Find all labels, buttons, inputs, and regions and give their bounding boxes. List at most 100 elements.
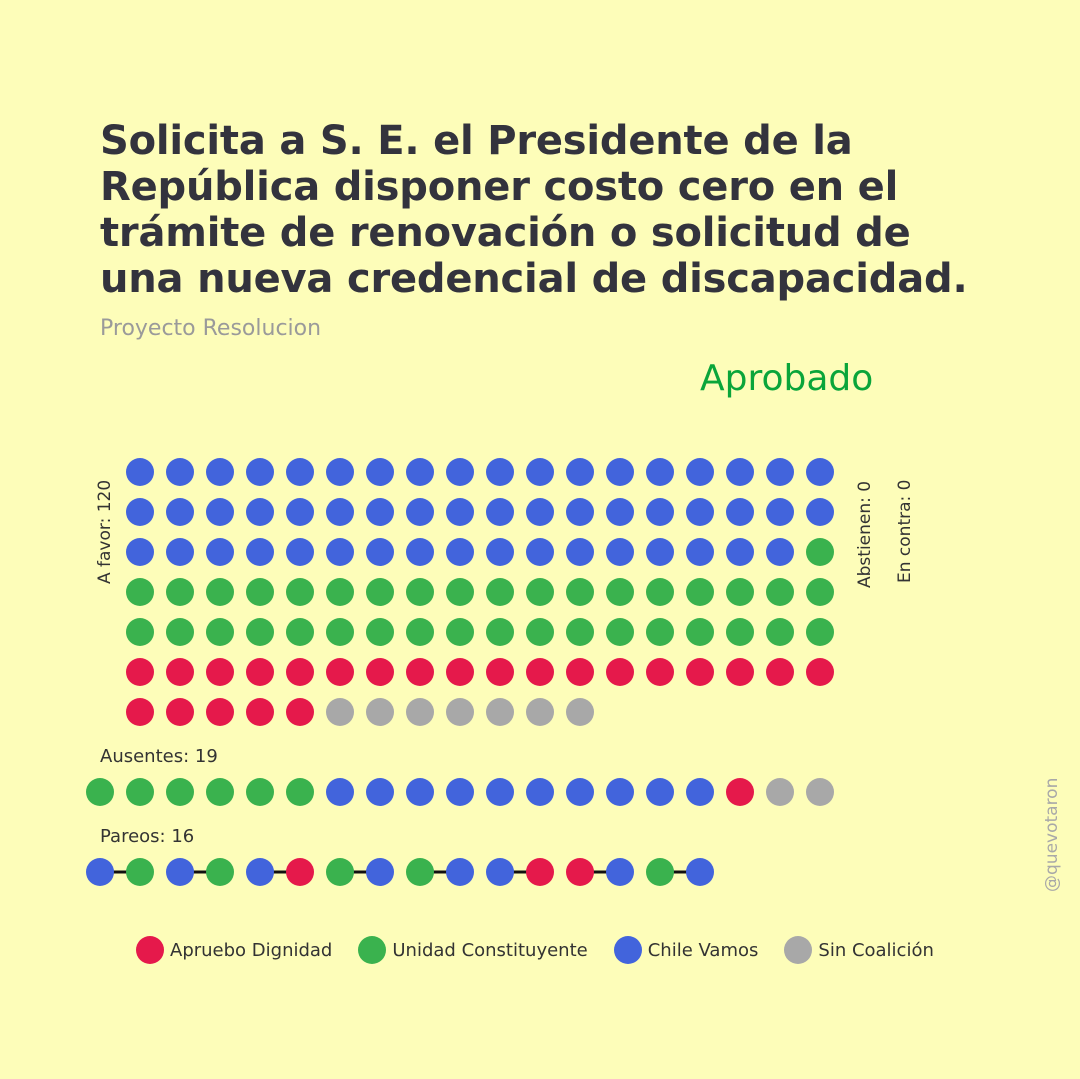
- pareos-dot-chile-vamos: [366, 858, 394, 886]
- pareos-dot-chile-vamos: [166, 858, 194, 886]
- a-favor-dot-apruebo-dignidad: [286, 658, 314, 686]
- a-favor-dot-chile-vamos: [406, 498, 434, 526]
- pareos-dot-chile-vamos: [486, 858, 514, 886]
- a-favor-dot-unidad-constituyente: [806, 578, 834, 606]
- a-favor-dot-chile-vamos: [606, 538, 634, 566]
- a-favor-dot-unidad-constituyente: [126, 578, 154, 606]
- a-favor-dot-chile-vamos: [606, 458, 634, 486]
- a-favor-dot-sin-coalicion: [406, 698, 434, 726]
- a-favor-dot-apruebo-dignidad: [566, 658, 594, 686]
- pareos-dot-unidad-constituyente: [646, 858, 674, 886]
- a-favor-dot-chile-vamos: [446, 458, 474, 486]
- a-favor-dot-apruebo-dignidad: [126, 698, 154, 726]
- a-favor-dot-chile-vamos: [246, 458, 274, 486]
- a-favor-dot-chile-vamos: [126, 498, 154, 526]
- legend-label: Chile Vamos: [647, 939, 759, 961]
- a-favor-dot-apruebo-dignidad: [406, 658, 434, 686]
- a-favor-dot-apruebo-dignidad: [726, 658, 754, 686]
- pareos-dot-apruebo-dignidad: [286, 858, 314, 886]
- a-favor-dot-chile-vamos: [406, 538, 434, 566]
- a-favor-dot-chile-vamos: [446, 538, 474, 566]
- legend-label: Unidad Constituyente: [392, 939, 588, 961]
- a-favor-dot-chile-vamos: [126, 538, 154, 566]
- a-favor-dot-unidad-constituyente: [366, 618, 394, 646]
- a-favor-dot-unidad-constituyente: [566, 618, 594, 646]
- a-favor-dot-chile-vamos: [766, 498, 794, 526]
- a-favor-dot-chile-vamos: [726, 538, 754, 566]
- a-favor-dot-apruebo-dignidad: [646, 658, 674, 686]
- legend-dot-icon: [136, 936, 164, 964]
- ausentes-dot-unidad-constituyente: [86, 778, 114, 806]
- a-favor-dot-chile-vamos: [366, 498, 394, 526]
- a-favor-dot-apruebo-dignidad: [166, 658, 194, 686]
- a-favor-dot-chile-vamos: [566, 458, 594, 486]
- ausentes-dot-unidad-constituyente: [246, 778, 274, 806]
- a-favor-dot-apruebo-dignidad: [366, 658, 394, 686]
- pareos-dot-apruebo-dignidad: [526, 858, 554, 886]
- a-favor-dot-unidad-constituyente: [206, 578, 234, 606]
- a-favor-dot-chile-vamos: [646, 498, 674, 526]
- pareos-dot-chile-vamos: [606, 858, 634, 886]
- a-favor-dot-unidad-constituyente: [486, 618, 514, 646]
- a-favor-dot-chile-vamos: [286, 538, 314, 566]
- pareos-dot-chile-vamos: [686, 858, 714, 886]
- ausentes-label: Ausentes: 19: [100, 746, 218, 767]
- a-favor-dot-unidad-constituyente: [526, 618, 554, 646]
- a-favor-dot-chile-vamos: [366, 458, 394, 486]
- legend-item-chile-vamos: Chile Vamos: [613, 936, 759, 964]
- a-favor-dot-chile-vamos: [206, 538, 234, 566]
- a-favor-dot-unidad-constituyente: [526, 578, 554, 606]
- chart-subtitle: Proyecto Resolucion: [100, 316, 322, 341]
- a-favor-dot-chile-vamos: [766, 458, 794, 486]
- legend-item-unidad-constituyente: Unidad Constituyente: [358, 936, 588, 964]
- a-favor-dot-chile-vamos: [286, 498, 314, 526]
- pareos-dot-chile-vamos: [446, 858, 474, 886]
- a-favor-dot-apruebo-dignidad: [486, 658, 514, 686]
- a-favor-dot-chile-vamos: [326, 498, 354, 526]
- legend-dot-icon: [784, 936, 813, 964]
- a-favor-dot-chile-vamos: [766, 538, 794, 566]
- a-favor-dot-unidad-constituyente: [646, 618, 674, 646]
- ausentes-dot-chile-vamos: [486, 778, 514, 806]
- a-favor-dot-unidad-constituyente: [806, 618, 834, 646]
- legend-dot-icon: [613, 936, 642, 964]
- ausentes-dot-unidad-constituyente: [166, 778, 194, 806]
- a-favor-dot-apruebo-dignidad: [206, 658, 234, 686]
- a-favor-dot-unidad-constituyente: [766, 578, 794, 606]
- legend-item-apruebo-dignidad: Apruebo Dignidad: [136, 936, 332, 964]
- a-favor-dot-unidad-constituyente: [726, 578, 754, 606]
- a-favor-dot-chile-vamos: [246, 538, 274, 566]
- a-favor-dot-sin-coalicion: [486, 698, 514, 726]
- chart-title: Solicita a S. E. el Presidente de la Rep…: [100, 118, 968, 302]
- a-favor-dot-chile-vamos: [806, 498, 834, 526]
- a-favor-dot-apruebo-dignidad: [126, 658, 154, 686]
- a-favor-dot-chile-vamos: [406, 458, 434, 486]
- a-favor-dot-apruebo-dignidad: [246, 698, 274, 726]
- a-favor-dot-unidad-constituyente: [446, 578, 474, 606]
- ausentes-dot-chile-vamos: [566, 778, 594, 806]
- legend-dot-icon: [358, 936, 387, 964]
- a-favor-dot-chile-vamos: [326, 458, 354, 486]
- a-favor-dot-unidad-constituyente: [726, 618, 754, 646]
- a-favor-dot-apruebo-dignidad: [326, 658, 354, 686]
- a-favor-dot-chile-vamos: [326, 538, 354, 566]
- a-favor-dot-unidad-constituyente: [606, 618, 634, 646]
- a-favor-dot-chile-vamos: [166, 538, 194, 566]
- a-favor-dot-chile-vamos: [526, 538, 554, 566]
- a-favor-dot-chile-vamos: [526, 458, 554, 486]
- a-favor-dot-chile-vamos: [806, 458, 834, 486]
- a-favor-dot-chile-vamos: [486, 538, 514, 566]
- legend: Apruebo Dignidad Unidad Constituyente Ch…: [136, 936, 960, 964]
- ausentes-dot-chile-vamos: [446, 778, 474, 806]
- ausentes-dot-chile-vamos: [366, 778, 394, 806]
- ausentes-dot-chile-vamos: [646, 778, 674, 806]
- ausentes-dot-chile-vamos: [526, 778, 554, 806]
- ausentes-dot-unidad-constituyente: [286, 778, 314, 806]
- a-favor-dot-chile-vamos: [486, 458, 514, 486]
- a-favor-dot-apruebo-dignidad: [686, 658, 714, 686]
- a-favor-dot-chile-vamos: [566, 498, 594, 526]
- a-favor-dot-sin-coalicion: [526, 698, 554, 726]
- a-favor-dot-apruebo-dignidad: [606, 658, 634, 686]
- pareos-dot-unidad-constituyente: [126, 858, 154, 886]
- a-favor-dot-chile-vamos: [646, 538, 674, 566]
